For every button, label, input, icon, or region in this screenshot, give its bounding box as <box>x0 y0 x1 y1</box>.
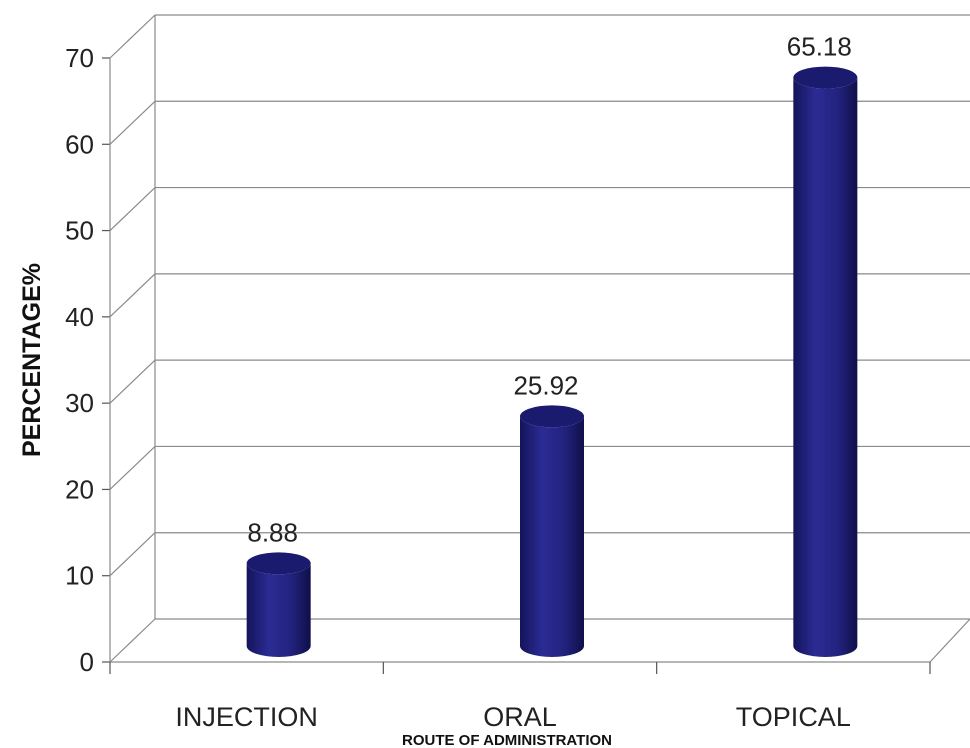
gridline-side <box>109 532 156 577</box>
y-tick-label: 60 <box>65 129 94 159</box>
data-label: 65.18 <box>787 32 852 62</box>
data-label: 8.88 <box>247 517 298 547</box>
gridline-side <box>109 100 156 145</box>
x-tick-label: ORAL <box>483 702 557 732</box>
y-tick-label: 20 <box>65 474 94 504</box>
y-tick-label: 40 <box>65 302 94 332</box>
bar <box>793 66 858 658</box>
gridline-side <box>109 187 156 232</box>
bar <box>246 552 311 657</box>
x-tick-label: INJECTION <box>175 702 318 732</box>
y-tick-label: 50 <box>65 216 94 246</box>
y-tick-label: 0 <box>80 647 94 677</box>
gridline-side <box>109 359 156 404</box>
bar-top <box>793 66 858 89</box>
bars <box>246 66 858 658</box>
floor-right-edge <box>929 618 970 663</box>
y-axis-label: PERCENTAGE% <box>18 263 46 457</box>
bar-top <box>520 405 584 428</box>
bar-top <box>246 552 311 575</box>
data-label: 25.92 <box>513 370 578 400</box>
gridline-side <box>109 273 156 318</box>
gridline-side <box>109 618 156 663</box>
labels: PERCENTAGE% ROUTE OF ADMINISTRATION 0 10 2… <box>18 32 852 748</box>
bar-body <box>793 77 858 658</box>
x-tick-label: TOPICAL <box>736 702 851 732</box>
x-axis-label: ROUTE OF ADMINISTRATION <box>402 732 612 748</box>
bar-body <box>520 416 584 657</box>
y-tick-label: 30 <box>65 388 94 418</box>
bar-body <box>246 563 311 657</box>
bar <box>520 405 584 657</box>
y-tick-label: 70 <box>65 43 94 73</box>
gridline-side <box>109 445 156 490</box>
gridline-side <box>109 14 156 59</box>
axes <box>102 15 970 674</box>
y-tick-label: 10 <box>65 561 94 591</box>
